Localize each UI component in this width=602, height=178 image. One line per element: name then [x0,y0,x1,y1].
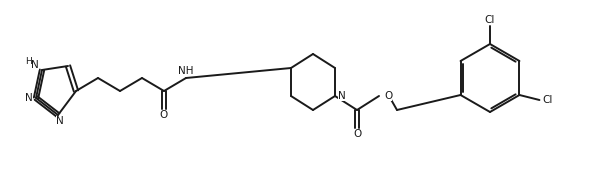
Text: N: N [25,93,33,103]
Text: N: N [56,116,64,126]
Text: NH: NH [178,66,194,76]
Text: O: O [160,110,168,120]
Text: H: H [25,56,31,66]
Text: Cl: Cl [542,95,553,105]
Text: Cl: Cl [485,15,495,25]
Text: O: O [384,91,393,101]
Text: O: O [353,129,361,139]
Text: N: N [31,60,39,70]
Text: N: N [338,91,346,101]
